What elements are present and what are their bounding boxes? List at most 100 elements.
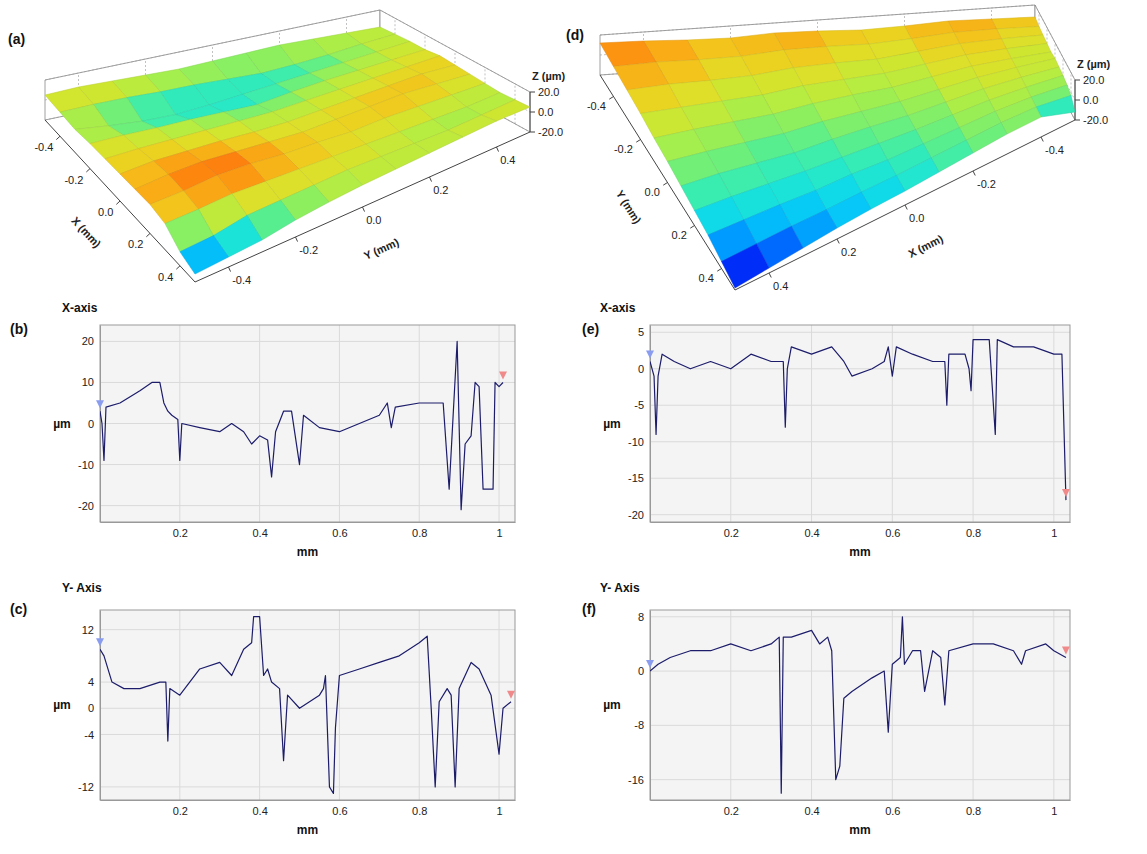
y-tick-label: 12 — [82, 624, 94, 636]
tick — [86, 169, 90, 172]
tick — [530, 92, 535, 93]
axis-title: Y (mm) — [362, 236, 401, 262]
grid-line — [100, 341, 515, 342]
axis-title: Y (mm) — [614, 188, 644, 226]
profile-line — [100, 617, 511, 794]
tick — [690, 226, 694, 229]
grid-line — [650, 478, 1070, 479]
y-tick-label: 0 — [638, 363, 644, 375]
grid-line — [892, 610, 893, 800]
grid-line — [100, 505, 515, 506]
y-tick-label: -20 — [78, 500, 94, 512]
grid-line — [100, 786, 515, 787]
grid-line — [100, 708, 515, 709]
axis-line — [195, 132, 530, 282]
surface-cell — [931, 140, 973, 172]
axis-title: mm — [297, 545, 318, 559]
line-panel: 0.20.40.60.81-20-15-10-505 — [628, 325, 1070, 539]
y-tick: 12 — [82, 624, 100, 636]
tick-label: -0.4 — [232, 274, 251, 286]
x-tick: 0.2 — [724, 800, 739, 817]
axis-title: µm — [603, 417, 621, 431]
end-marker — [1062, 647, 1070, 655]
panel-label: (d) — [566, 27, 584, 43]
surface-cell — [818, 30, 869, 47]
surface-cell — [1001, 107, 1041, 134]
tick — [146, 233, 150, 236]
axis-title: mm — [849, 823, 870, 837]
y-tick: -10 — [78, 459, 100, 471]
end-marker — [1062, 489, 1070, 497]
y-tick: -4 — [84, 729, 100, 741]
x-tick-label: 0.8 — [966, 805, 981, 817]
tick-label: 0.0 — [538, 106, 553, 118]
x-tick-label: 0.6 — [885, 527, 900, 539]
y-tick-label: 0 — [638, 665, 644, 677]
tick-label: 0.2 — [433, 184, 448, 196]
surface-cell — [60, 104, 109, 129]
grid-line — [259, 610, 260, 800]
x-tick: 1 — [1051, 800, 1057, 817]
tick — [1075, 100, 1080, 101]
x-tick-label: 0.4 — [804, 805, 819, 817]
axis-title: X (mm) — [906, 232, 945, 260]
axis-title: Z (µm) — [1077, 58, 1111, 70]
tick-label: 0.0 — [645, 186, 660, 198]
plot-area — [650, 617, 1066, 793]
y-tick-label: -20 — [628, 509, 644, 521]
tick — [1075, 120, 1080, 121]
plot-area — [100, 617, 511, 794]
x-tick: 0.6 — [885, 800, 900, 817]
tick-label: -0.2 — [614, 143, 633, 155]
axis-title: Z (µm) — [532, 70, 566, 82]
y-tick: 0 — [638, 665, 650, 677]
y-tick-label: 10 — [82, 376, 94, 388]
surface-cell — [1036, 96, 1075, 118]
grid-line — [100, 464, 515, 465]
y-tick: 0 — [638, 363, 650, 375]
axis-title: µm — [53, 417, 71, 431]
tick — [717, 269, 721, 272]
surface-cell — [180, 236, 229, 274]
plot-frame — [650, 325, 1070, 522]
x-tick: 0.6 — [332, 522, 347, 539]
x-tick-label: 0.4 — [804, 527, 819, 539]
surface-cell — [966, 123, 1007, 153]
tick — [430, 177, 432, 182]
grid-line — [650, 671, 1070, 672]
x-axis: 0.20.40.60.81 — [651, 522, 1071, 539]
y-tick: -8 — [634, 719, 650, 731]
panel-title: X-axis — [600, 301, 636, 315]
tick-label: -0.4 — [587, 100, 606, 112]
x-tick-label: 0.6 — [332, 805, 347, 817]
x-tick-label: 0.8 — [966, 527, 981, 539]
surface-cell — [722, 244, 770, 288]
tick — [837, 239, 839, 243]
tick — [229, 267, 231, 272]
plot-background — [650, 610, 1070, 800]
tick-label: 0.0 — [909, 212, 924, 224]
tick — [363, 207, 365, 212]
tick — [663, 183, 667, 186]
tick-label: -0.2 — [299, 244, 318, 256]
tick-label: -20.0 — [1083, 114, 1108, 126]
tick-label: -0.4 — [34, 141, 53, 153]
x-tick-label: 0.2 — [173, 527, 188, 539]
y-tick-label: 20 — [82, 335, 94, 347]
grid-line — [973, 610, 974, 800]
x-tick-label: 1 — [1051, 527, 1057, 539]
plot-background — [100, 610, 515, 800]
y-tick-label: -5 — [634, 399, 644, 411]
tick — [973, 171, 975, 175]
wall — [45, 10, 380, 120]
tick-label: 20.0 — [538, 86, 559, 98]
line-panel: 0.20.40.60.81-20-1001020 — [78, 325, 515, 539]
axis-title: mm — [297, 823, 318, 837]
y-tick: -10 — [628, 436, 650, 448]
x-tick-label: 0.6 — [332, 527, 347, 539]
tick — [116, 201, 120, 204]
y-tick: 10 — [82, 376, 100, 388]
grid-line — [650, 779, 1070, 780]
tick-label: 0.2 — [128, 238, 143, 250]
x-tick-label: 0.4 — [252, 805, 267, 817]
